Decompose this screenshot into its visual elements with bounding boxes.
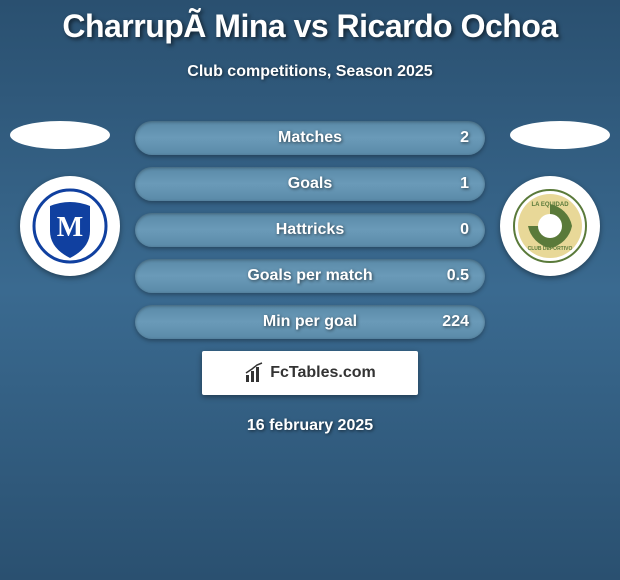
svg-text:M: M bbox=[57, 212, 83, 243]
stat-label: Matches bbox=[278, 129, 342, 147]
stat-label: Hattricks bbox=[276, 221, 344, 239]
source-logo: FcTables.com bbox=[202, 351, 418, 395]
stat-label: Goals per match bbox=[247, 267, 372, 285]
la-equidad-badge-icon: LA EQUIDAD CLUB DEPORTIVO bbox=[500, 176, 600, 276]
stat-row-hattricks: Hattricks 0 bbox=[135, 213, 485, 247]
stat-row-matches: Matches 2 bbox=[135, 121, 485, 155]
content-area: M LA EQUIDAD CLUB DEPORTIVO Matches 2 Go… bbox=[0, 121, 620, 435]
comparison-subtitle: Club competitions, Season 2025 bbox=[0, 63, 620, 81]
stat-value: 2 bbox=[460, 129, 469, 147]
stat-value: 0 bbox=[460, 221, 469, 239]
chart-icon bbox=[244, 362, 266, 384]
svg-text:CLUB DEPORTIVO: CLUB DEPORTIVO bbox=[528, 246, 573, 252]
stats-list: Matches 2 Goals 1 Hattricks 0 Goals per … bbox=[135, 121, 485, 339]
stat-value: 1 bbox=[460, 175, 469, 193]
stat-row-goals: Goals 1 bbox=[135, 167, 485, 201]
stat-row-min-per-goal: Min per goal 224 bbox=[135, 305, 485, 339]
right-player-placeholder bbox=[510, 121, 610, 149]
left-team-badge: M bbox=[20, 176, 120, 276]
stat-label: Min per goal bbox=[263, 313, 357, 331]
comparison-title: CharrupÃ Mina vs Ricardo Ochoa bbox=[0, 0, 620, 45]
comparison-date: 16 february 2025 bbox=[0, 417, 620, 435]
right-team-badge: LA EQUIDAD CLUB DEPORTIVO bbox=[500, 176, 600, 276]
left-player-placeholder bbox=[10, 121, 110, 149]
millonarios-badge-icon: M bbox=[20, 176, 120, 276]
stat-row-goals-per-match: Goals per match 0.5 bbox=[135, 259, 485, 293]
stat-value: 224 bbox=[442, 313, 469, 331]
logo-text: FcTables.com bbox=[270, 364, 376, 382]
stat-label: Goals bbox=[288, 175, 332, 193]
stat-value: 0.5 bbox=[447, 267, 469, 285]
svg-text:LA EQUIDAD: LA EQUIDAD bbox=[531, 202, 569, 208]
